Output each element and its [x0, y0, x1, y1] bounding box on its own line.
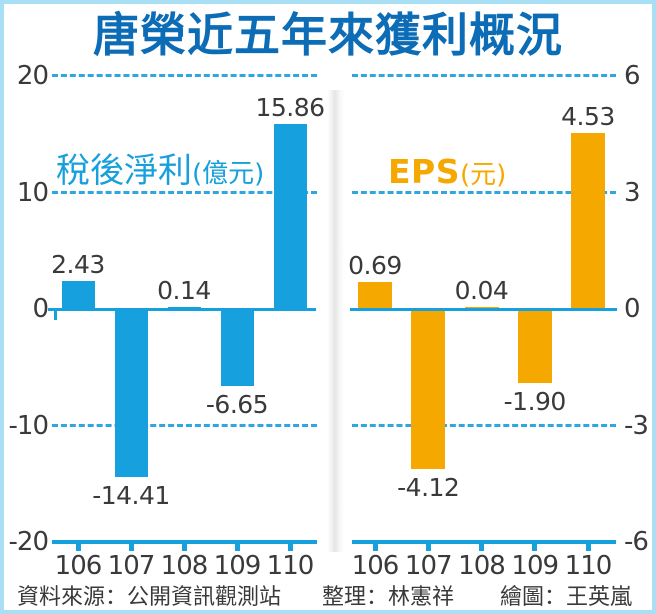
net-profit-axis-tick-110 [287, 544, 293, 551]
net-profit-axis-tick-106 [75, 544, 81, 551]
eps-xtick-107: 107 [404, 551, 453, 581]
net-profit-gridline-10 [52, 190, 317, 194]
eps-bar-110 [571, 133, 605, 309]
net-profit-series-title: 稅後淨利 [56, 151, 192, 191]
eps-value-label-108: 0.04 [454, 276, 509, 306]
eps-ytick-3: 3 [624, 177, 641, 208]
footer-caption: 資料來源：公開資訊觀測站 整理：林憲祥 繪圖：王英嵐 [4, 585, 652, 610]
net-profit-axis-tick-107 [128, 544, 134, 551]
net-profit-bottom-axis [52, 540, 317, 544]
chart-divider [328, 90, 345, 552]
net-profit-xtick-110: 110 [266, 551, 315, 581]
net-profit-ytick-10: 10 [16, 177, 49, 208]
net-profit-bar-110 [273, 124, 307, 309]
net-profit-bar-107 [114, 309, 148, 477]
net-profit-zero-line [48, 307, 316, 311]
net-profit-xtick-106: 106 [54, 551, 103, 581]
net-profit-zero-line-end-tick [54, 309, 57, 320]
eps-xtick-110: 110 [564, 551, 613, 581]
page-title: 唐榮近五年來獲利概況 [93, 8, 563, 62]
net-profit-value-label-109: -6.65 [205, 390, 269, 420]
eps-bar-106 [358, 282, 392, 309]
eps-axis-tick-109 [532, 544, 538, 551]
eps-axis-tick-106 [372, 544, 378, 551]
eps-axis-tick-110 [585, 544, 591, 551]
net-profit-value-label-110: 15.86 [255, 93, 325, 123]
net-profit-ytick-20: 20 [16, 61, 49, 91]
eps-axis-tick-108 [479, 544, 484, 551]
eps-gridline--3 [352, 423, 616, 427]
net-profit-series-label: 稅後淨利(億元) [56, 154, 264, 191]
eps-bar-109 [517, 309, 552, 383]
net-profit-bar-109 [220, 309, 254, 387]
footer-source: 資料來源：公開資訊觀測站 [17, 585, 282, 610]
net-profit-value-label-108: 0.14 [157, 276, 211, 306]
eps-axis-tick-107 [425, 544, 431, 551]
eps-value-label-107: -4.12 [397, 472, 460, 502]
eps-value-label-106: 0.69 [348, 251, 402, 281]
eps-ytick-6: 6 [624, 61, 641, 91]
eps-xtick-106: 106 [351, 551, 400, 581]
footer-editor: 整理：林憲祥 [322, 585, 455, 610]
eps-xtick-108: 108 [458, 551, 506, 581]
eps-value-label-109: -1.90 [503, 386, 567, 416]
net-profit-gridline-20 [52, 74, 317, 77]
eps-xtick-109: 109 [511, 551, 559, 581]
net-profit-axis-tick-109 [234, 544, 240, 551]
eps-value-label-110: 4.53 [561, 102, 615, 132]
eps-zero-line [350, 307, 617, 311]
net-profit-xtick-109: 109 [213, 551, 262, 581]
eps-ytick--6: -6 [624, 527, 649, 557]
net-profit-ytick--20: -20 [8, 527, 49, 557]
net-profit-value-label-106: 2.43 [51, 249, 105, 279]
eps-gridline-3 [352, 190, 616, 194]
eps-series-title: EPS [388, 152, 460, 191]
eps-ytick--3: -3 [624, 410, 649, 441]
footer-illustrator: 繪圖：王英嵐 [500, 585, 633, 610]
net-profit-ytick--10: -10 [8, 410, 49, 441]
eps-gridline-6 [352, 74, 616, 77]
eps-series-label: EPS(元) [388, 155, 506, 192]
net-profit-xtick-108: 108 [160, 551, 209, 581]
net-profit-ytick-0: 0 [32, 294, 49, 324]
net-profit-xtick-107: 107 [107, 551, 156, 581]
net-profit-axis-tick-108 [181, 544, 187, 551]
eps-bottom-axis [352, 540, 616, 544]
eps-bar-107 [411, 309, 446, 469]
net-profit-gridline--10 [52, 423, 317, 427]
net-profit-bar-106 [61, 280, 95, 309]
net-profit-series-unit: (億元) [192, 159, 265, 189]
eps-ytick-0: 0 [624, 294, 641, 324]
eps-series-unit: (元) [460, 160, 507, 190]
net-profit-value-label-107: -14.41 [92, 480, 170, 510]
